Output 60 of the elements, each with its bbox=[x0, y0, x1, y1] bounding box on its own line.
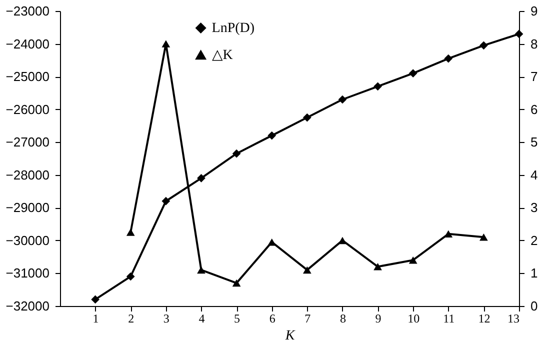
x-tick-label: 12 bbox=[478, 312, 490, 326]
point bbox=[408, 256, 418, 264]
point bbox=[232, 149, 241, 158]
y2-tick-label: 3 bbox=[530, 200, 538, 216]
y-tick-label: −24000 bbox=[6, 36, 50, 52]
point bbox=[444, 54, 453, 63]
x-tick-label: 1 bbox=[92, 312, 99, 326]
point bbox=[408, 69, 418, 78]
y2-tick-label: 9 bbox=[530, 4, 538, 18]
point bbox=[232, 279, 241, 287]
x-tick-label: 5 bbox=[234, 312, 240, 326]
x-tick-label: 4 bbox=[198, 312, 205, 326]
point bbox=[91, 295, 100, 304]
y2-tick-label: 7 bbox=[530, 69, 538, 84]
x-tick-label: 10 bbox=[408, 312, 420, 326]
y-tick-label: −27000 bbox=[6, 134, 50, 150]
point bbox=[162, 196, 170, 206]
x-tick-label: 6 bbox=[269, 312, 276, 326]
x-tick-label: 7 bbox=[304, 312, 311, 326]
y2-tick-label: 6 bbox=[530, 102, 538, 117]
y-tick-label: −26000 bbox=[6, 102, 50, 117]
point bbox=[162, 40, 170, 48]
point bbox=[197, 266, 206, 274]
point bbox=[268, 238, 276, 246]
x-tick-label: 8 bbox=[340, 312, 346, 326]
x-axis-title: K bbox=[284, 328, 296, 344]
y2-tick-label: 8 bbox=[530, 36, 538, 52]
y-tick-label: −23000 bbox=[6, 4, 50, 18]
point bbox=[338, 236, 347, 244]
y2-tick-label: 1 bbox=[530, 266, 538, 281]
point bbox=[197, 174, 206, 182]
y2-tick-label: 2 bbox=[530, 232, 538, 248]
x-tick-label: 11 bbox=[443, 312, 455, 326]
point bbox=[302, 113, 312, 122]
y-tick-label: −31000 bbox=[6, 266, 50, 281]
y2-tick-label: 4 bbox=[530, 167, 538, 182]
y2-tick-label: 5 bbox=[530, 134, 538, 150]
legend-label: △K bbox=[212, 48, 233, 63]
x-tick-label: 2 bbox=[128, 312, 134, 326]
point bbox=[338, 95, 347, 104]
point bbox=[374, 263, 382, 270]
x-tick-label: 9 bbox=[375, 312, 382, 326]
point bbox=[374, 82, 382, 91]
point bbox=[480, 41, 488, 50]
y-tick-label: −32000 bbox=[6, 298, 50, 314]
x-tick-label: 13 bbox=[508, 312, 520, 326]
point bbox=[302, 266, 312, 274]
point bbox=[126, 272, 135, 281]
y2-tick-label: 0 bbox=[530, 298, 538, 314]
point bbox=[126, 228, 135, 236]
legend-label: LnP(D) bbox=[212, 21, 255, 36]
point bbox=[480, 234, 488, 241]
y-tick-label: −28000 bbox=[6, 167, 50, 182]
y-tick-label: −25000 bbox=[6, 69, 50, 84]
point bbox=[268, 131, 276, 140]
point bbox=[444, 230, 453, 238]
x-tick-label: 3 bbox=[163, 312, 170, 326]
y-tick-label: −30000 bbox=[6, 232, 50, 248]
point bbox=[514, 30, 524, 38]
y-tick-label: −29000 bbox=[6, 200, 50, 216]
